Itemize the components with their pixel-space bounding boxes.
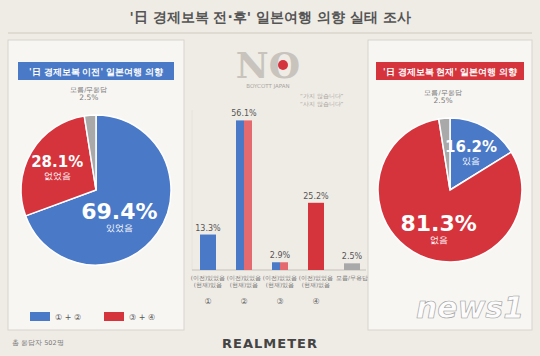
- bar: [236, 120, 252, 270]
- chart-title: '日 경제보복 이전' 일본여행 의향: [29, 67, 163, 77]
- data-label: 2.5%: [434, 96, 453, 105]
- data-label: 16.2%: [445, 138, 497, 156]
- category-line: 모름/무응답: [336, 275, 368, 281]
- pie-slice: [378, 119, 522, 262]
- logo-dot: [278, 60, 288, 70]
- watermark: news1: [416, 290, 524, 325]
- bar: [308, 203, 324, 270]
- left-panel: [8, 40, 184, 330]
- category-number: ④: [312, 297, 319, 306]
- data-label: 81.3%: [400, 211, 476, 236]
- chart-title: '日 경제보복 현재' 일본여행 의향: [383, 67, 517, 77]
- category-number: ①: [204, 297, 211, 306]
- footer: 총 응답자 502명: [12, 339, 64, 347]
- category-label: (이전)없었음(현재)없음: [299, 275, 333, 288]
- slice-label: 있었음: [106, 223, 133, 233]
- value-axis: [192, 110, 193, 270]
- slice-label: 없었음: [44, 171, 71, 181]
- data-label: 69.4%: [81, 199, 157, 224]
- logo-no: NO: [236, 44, 300, 86]
- bar-part: [244, 120, 252, 270]
- category-line: (현재)없음: [302, 282, 330, 288]
- logo-quote: “가지 않습니다”: [300, 93, 344, 99]
- title-rule: [8, 33, 532, 34]
- legend-label: ③ + ④: [129, 313, 155, 322]
- panel-header: [18, 62, 174, 80]
- bar: [272, 262, 288, 270]
- bar-part: [272, 262, 280, 270]
- pie-slice: [84, 115, 96, 190]
- category-number: ③: [276, 297, 283, 306]
- pie-slices: [21, 115, 171, 265]
- legend-swatch: [30, 312, 50, 321]
- category-line: (현재)있음: [194, 282, 222, 288]
- bar: [344, 263, 360, 270]
- background: [0, 0, 540, 356]
- category-label: (이전)있었음(현재)있음: [191, 275, 225, 288]
- category-number: ②: [240, 297, 247, 306]
- bars: [200, 120, 360, 270]
- data-label: 2.9%: [270, 251, 291, 260]
- category-line: (이전)없었음: [263, 275, 297, 281]
- page-title: '日 경제보복 전·후' 일본여행 의향 실태 조사: [129, 9, 410, 25]
- legend-swatch: [104, 312, 124, 321]
- logo-quote: “사지 않습니다”: [300, 101, 344, 107]
- bar-part: [236, 120, 244, 270]
- data-label: 13.3%: [195, 224, 221, 233]
- data-label: 56.1%: [231, 109, 257, 118]
- category-label: (이전)없었음(현재)있음: [263, 275, 297, 288]
- data-label: 28.1%: [31, 153, 83, 171]
- pie-slices: [378, 118, 522, 262]
- page: '日 경제보복 전·후' 일본여행 의향 실태 조사 '日 경제보복 이전' 일본…: [0, 0, 540, 356]
- data-label: 2.5%: [79, 93, 98, 102]
- category-line: (이전)있었음: [227, 275, 261, 281]
- category-line: (이전)있었음: [191, 275, 225, 281]
- category-label: 모름/무응답: [336, 275, 368, 281]
- category-line: (현재)없음: [230, 282, 258, 288]
- bar: [200, 235, 216, 270]
- brand: REALMETER: [222, 336, 318, 351]
- category-line: (이전)없었음: [299, 275, 333, 281]
- category-line: (현재)있음: [266, 282, 294, 288]
- bar-part: [280, 262, 288, 270]
- logo-sub: BOYCOTT JAPAN: [246, 83, 289, 90]
- slice-label: 있음: [462, 156, 480, 166]
- data-label: 2.5%: [342, 252, 363, 261]
- category-label: (이전)있었음(현재)없음: [227, 275, 261, 288]
- panel-header: [376, 62, 524, 80]
- slice-label: 없음: [430, 235, 448, 245]
- legend-label: ① + ②: [55, 313, 81, 322]
- data-label: 25.2%: [303, 192, 329, 201]
- right-panel: [368, 40, 532, 330]
